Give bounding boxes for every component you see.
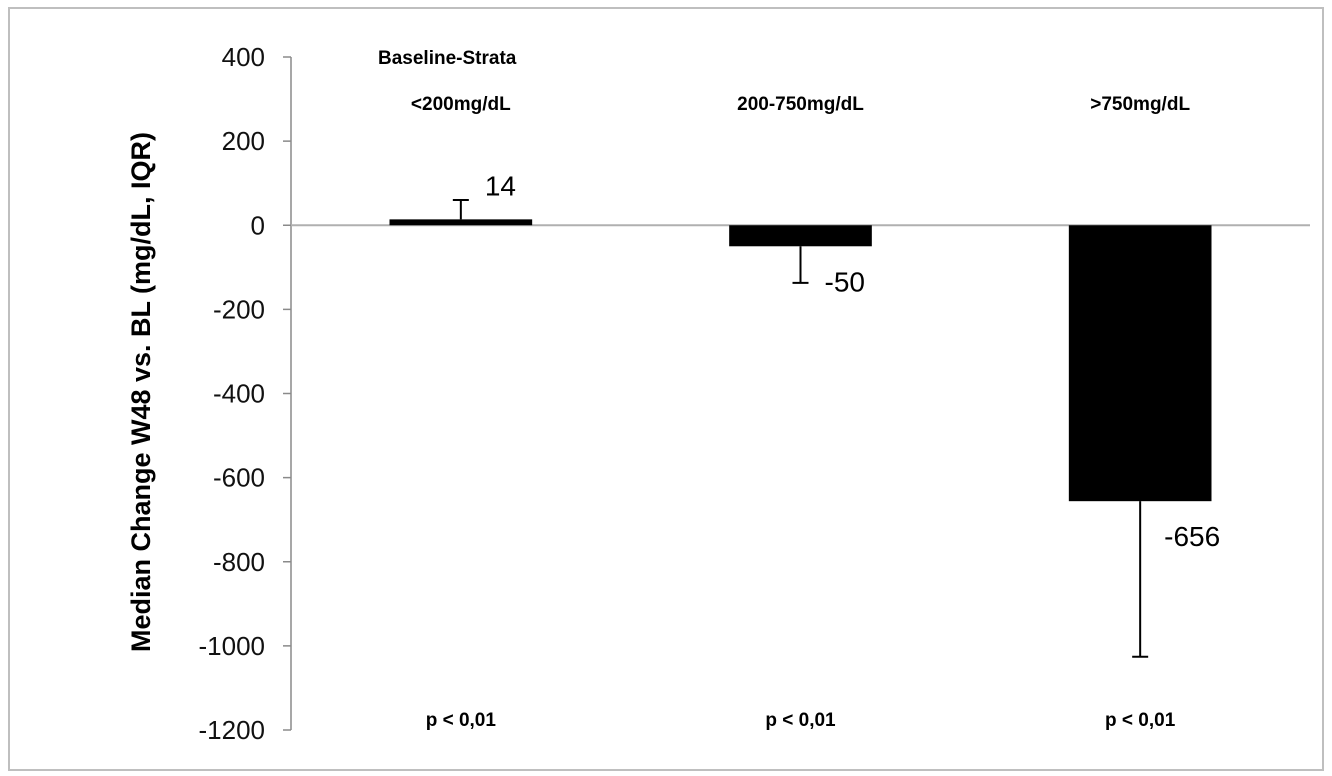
bar: [389, 219, 533, 226]
data-value-label: 14: [485, 170, 516, 201]
y-tick-label: -800: [213, 547, 265, 577]
data-value-label: -50: [825, 266, 865, 297]
y-axis: 400 200 0 -200 -400 -600 -800 -1000 -1200: [199, 42, 292, 745]
y-tick-label: -600: [213, 463, 265, 493]
bar: [1068, 225, 1212, 502]
p-value-label: p < 0,01: [1105, 710, 1176, 731]
p-value-label: p < 0,01: [765, 710, 836, 731]
y-tick-label: 200: [222, 126, 265, 156]
category-label: >750mg/dL: [1090, 94, 1190, 115]
y-tick-label: -200: [213, 294, 265, 324]
error-bars: [452, 199, 1149, 658]
p-value-label: p < 0,01: [426, 710, 497, 731]
y-tick-label: -1200: [199, 715, 266, 745]
bar: [729, 225, 872, 247]
y-axis-title: Median Change W48 vs. BL (mg/dL, IQR): [126, 132, 156, 652]
category-label: 200-750mg/dL: [737, 94, 864, 115]
data-value-label: -656: [1164, 521, 1220, 552]
y-tick-label: -400: [213, 379, 265, 409]
data-labels: <200mg/dL 14 p < 0,01 200-750mg/dL -50 p < 0,…: [411, 94, 1220, 731]
bars: [389, 219, 1212, 502]
y-tick-label: -1000: [199, 631, 266, 661]
category-label: <200mg/dL: [411, 94, 511, 115]
y-tick-label: 400: [222, 42, 265, 72]
y-tick-label: 0: [251, 210, 265, 240]
strata-title: Baseline-Strata: [378, 48, 517, 69]
